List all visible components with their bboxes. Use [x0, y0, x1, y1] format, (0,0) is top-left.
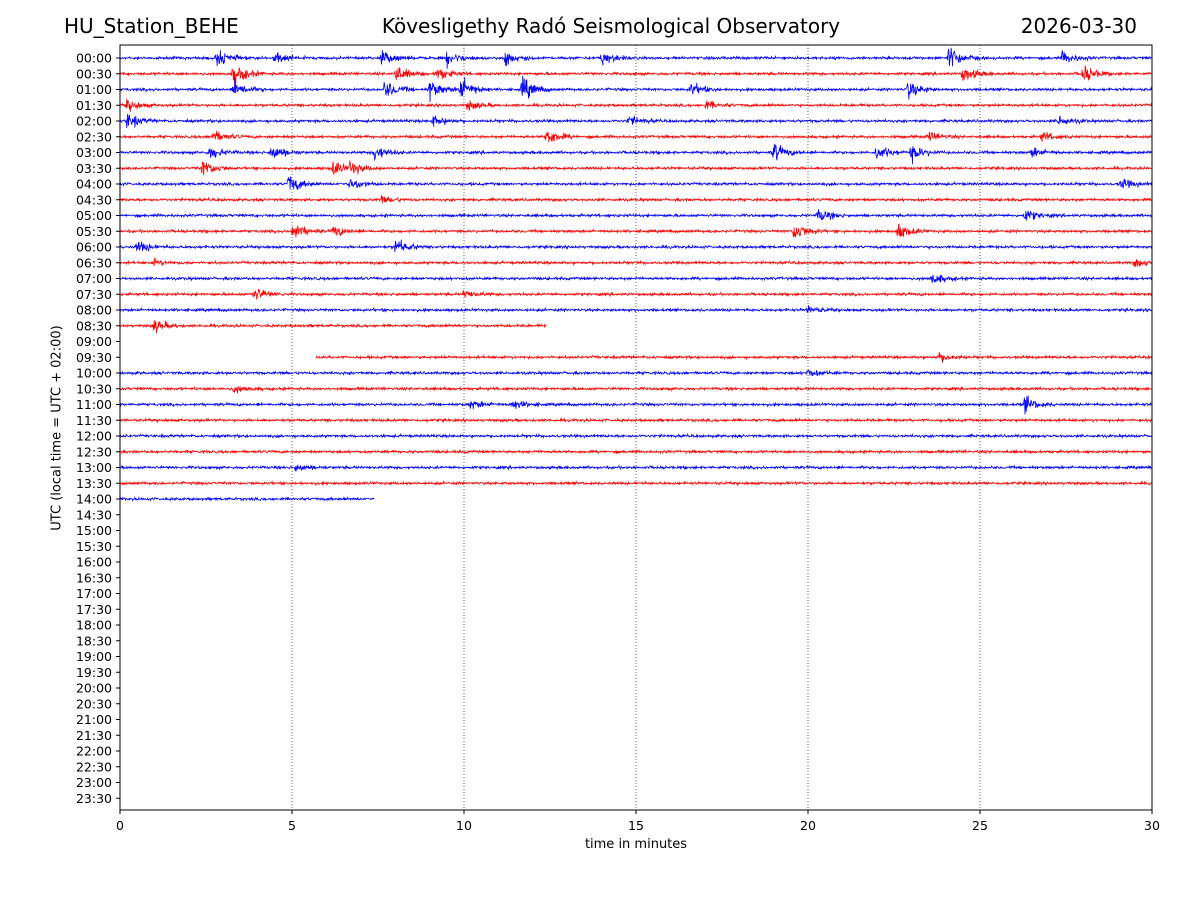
x-axis-label: time in minutes [584, 837, 688, 852]
x-tick-label: 10 [456, 818, 472, 833]
y-tick-label: 09:00 [76, 334, 112, 349]
y-tick-label: 05:00 [76, 208, 112, 223]
y-tick-label: 12:00 [76, 429, 112, 444]
y-tick-label: 19:30 [76, 665, 112, 680]
trace-0000 [119, 47, 1153, 69]
y-tick-label: 03:30 [76, 161, 112, 176]
y-tick-label: 11:30 [76, 413, 112, 428]
y-tick-label: 13:30 [76, 476, 112, 491]
y-tick-label: 16:30 [76, 570, 112, 585]
y-tick-label: 06:30 [76, 255, 112, 270]
y-tick-label: 02:30 [76, 129, 112, 144]
trace-0630 [119, 257, 1152, 268]
y-tick-label: 03:00 [76, 145, 112, 160]
y-tick-label: 14:00 [76, 492, 112, 507]
trace-0830 [119, 320, 547, 334]
trace-0100 [119, 75, 1153, 103]
y-tick-label: 02:00 [76, 114, 112, 129]
y-tick-label: 23:30 [76, 791, 112, 806]
y-tick-label: 21:00 [76, 712, 112, 727]
trace-0330 [119, 160, 1153, 176]
trace-0400 [119, 176, 1153, 190]
y-tick-label: 00:00 [76, 51, 112, 66]
y-tick-label: 00:30 [76, 66, 112, 81]
trace-1230 [119, 448, 1152, 455]
y-tick-label: 12:30 [76, 444, 112, 459]
y-tick-label: 11:00 [76, 397, 112, 412]
trace-1130 [119, 417, 1153, 424]
y-tick-label: 22:30 [76, 759, 112, 774]
y-tick-label: 10:00 [76, 366, 112, 381]
trace-0130 [119, 98, 1153, 112]
trace-0930 [315, 352, 1153, 363]
y-tick-label: 13:00 [76, 460, 112, 475]
y-tick-label: 17:30 [76, 602, 112, 617]
trace-0700 [119, 274, 1153, 284]
y-tick-label: 10:30 [76, 381, 112, 396]
trace-0430 [119, 195, 1153, 204]
trace-1100 [119, 395, 1153, 415]
y-tick-label: 08:30 [76, 318, 112, 333]
trace-0230 [119, 130, 1153, 143]
trace-0200 [119, 113, 1153, 129]
trace-1030 [119, 385, 1153, 394]
trace-0030 [119, 65, 1152, 88]
x-tick-label: 25 [972, 818, 988, 833]
trace-0800 [119, 305, 1153, 313]
trace-0730 [119, 288, 1153, 300]
y-tick-label: 04:00 [76, 177, 112, 192]
y-tick-label: 18:30 [76, 633, 112, 648]
y-tick-label: 20:00 [76, 681, 112, 696]
y-tick-label: 08:00 [76, 303, 112, 318]
x-tick-label: 20 [800, 818, 816, 833]
y-tick-label: 06:00 [76, 240, 112, 255]
y-tick-label: 01:00 [76, 82, 112, 97]
y-tick-label: 15:30 [76, 539, 112, 554]
y-tick-label: 19:00 [76, 649, 112, 664]
y-tick-label: 07:30 [76, 287, 112, 302]
trace-0530 [119, 223, 1153, 238]
chart-title: Kövesligethy Radó Seismological Observat… [381, 14, 841, 38]
trace-1300 [119, 464, 1153, 472]
y-tick-label: 04:30 [76, 192, 112, 207]
y-tick-label: 22:00 [76, 744, 112, 759]
trace-1200 [119, 432, 1152, 440]
trace-0600 [119, 239, 1153, 253]
y-tick-label: 05:30 [76, 224, 112, 239]
y-tick-label: 15:00 [76, 523, 112, 538]
x-tick-label: 15 [628, 818, 644, 833]
station-name: HU_Station_BEHE [64, 14, 239, 38]
y-tick-label: 18:00 [76, 618, 112, 633]
x-tick-label: 0 [116, 818, 124, 833]
trace-0300 [119, 143, 1153, 165]
y-tick-label: 14:30 [76, 507, 112, 522]
y-tick-label: 21:30 [76, 728, 112, 743]
date-label: 2026-03-30 [1020, 14, 1137, 38]
y-tick-label: 01:30 [76, 98, 112, 113]
y-tick-label: 20:30 [76, 696, 112, 711]
trace-0500 [119, 209, 1152, 221]
x-tick-label: 5 [288, 818, 296, 833]
trace-1000 [119, 369, 1153, 377]
y-tick-label: 17:00 [76, 586, 112, 601]
x-tick-label: 30 [1144, 818, 1160, 833]
y-tick-label: 07:00 [76, 271, 112, 286]
trace-1330 [119, 480, 1152, 487]
y-tick-label: 09:30 [76, 350, 112, 365]
y-tick-label: 16:00 [76, 555, 112, 570]
y-axis-label: UTC (local time = UTC + 02:00) [49, 325, 65, 531]
y-tick-label: 23:00 [76, 775, 112, 790]
trace-1400 [119, 496, 375, 502]
